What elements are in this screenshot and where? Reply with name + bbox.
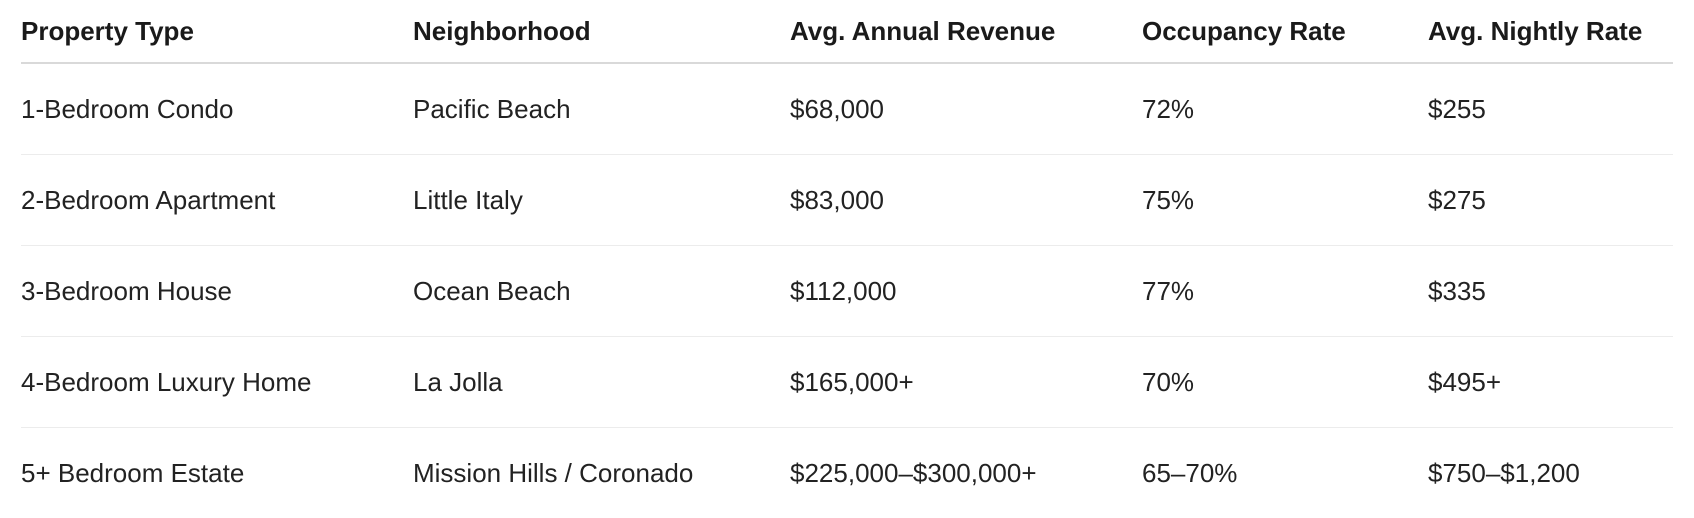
cell-neighborhood: Little Italy bbox=[413, 155, 790, 246]
cell-property-type: 1-Bedroom Condo bbox=[21, 63, 413, 155]
cell-avg-nightly-rate: $495+ bbox=[1428, 337, 1673, 428]
cell-avg-annual-revenue: $83,000 bbox=[790, 155, 1142, 246]
table-row: 5+ Bedroom Estate Mission Hills / Corona… bbox=[21, 428, 1673, 518]
cell-avg-nightly-rate: $255 bbox=[1428, 63, 1673, 155]
header-row: Property Type Neighborhood Avg. Annual R… bbox=[21, 0, 1673, 63]
table-body: 1-Bedroom Condo Pacific Beach $68,000 72… bbox=[21, 63, 1673, 518]
cell-occupancy-rate: 75% bbox=[1142, 155, 1428, 246]
table-header: Property Type Neighborhood Avg. Annual R… bbox=[21, 0, 1673, 63]
cell-neighborhood: Pacific Beach bbox=[413, 63, 790, 155]
cell-avg-annual-revenue: $68,000 bbox=[790, 63, 1142, 155]
cell-avg-nightly-rate: $750–$1,200 bbox=[1428, 428, 1673, 518]
cell-occupancy-rate: 77% bbox=[1142, 246, 1428, 337]
header-avg-annual-revenue: Avg. Annual Revenue bbox=[790, 0, 1142, 63]
rental-data-table: Property Type Neighborhood Avg. Annual R… bbox=[21, 0, 1673, 518]
cell-avg-annual-revenue: $112,000 bbox=[790, 246, 1142, 337]
cell-occupancy-rate: 72% bbox=[1142, 63, 1428, 155]
cell-property-type: 3-Bedroom House bbox=[21, 246, 413, 337]
cell-avg-annual-revenue: $225,000–$300,000+ bbox=[790, 428, 1142, 518]
cell-neighborhood: Mission Hills / Coronado bbox=[413, 428, 790, 518]
cell-avg-nightly-rate: $335 bbox=[1428, 246, 1673, 337]
table-row: 3-Bedroom House Ocean Beach $112,000 77%… bbox=[21, 246, 1673, 337]
cell-avg-nightly-rate: $275 bbox=[1428, 155, 1673, 246]
header-property-type: Property Type bbox=[21, 0, 413, 63]
table-row: 2-Bedroom Apartment Little Italy $83,000… bbox=[21, 155, 1673, 246]
cell-neighborhood: Ocean Beach bbox=[413, 246, 790, 337]
cell-property-type: 2-Bedroom Apartment bbox=[21, 155, 413, 246]
cell-avg-annual-revenue: $165,000+ bbox=[790, 337, 1142, 428]
cell-occupancy-rate: 70% bbox=[1142, 337, 1428, 428]
header-avg-nightly-rate: Avg. Nightly Rate bbox=[1428, 0, 1673, 63]
cell-neighborhood: La Jolla bbox=[413, 337, 790, 428]
cell-property-type: 5+ Bedroom Estate bbox=[21, 428, 413, 518]
header-occupancy-rate: Occupancy Rate bbox=[1142, 0, 1428, 63]
cell-property-type: 4-Bedroom Luxury Home bbox=[21, 337, 413, 428]
rental-data-table-container: Property Type Neighborhood Avg. Annual R… bbox=[21, 0, 1673, 518]
header-neighborhood: Neighborhood bbox=[413, 0, 790, 63]
table-row: 4-Bedroom Luxury Home La Jolla $165,000+… bbox=[21, 337, 1673, 428]
cell-occupancy-rate: 65–70% bbox=[1142, 428, 1428, 518]
table-row: 1-Bedroom Condo Pacific Beach $68,000 72… bbox=[21, 63, 1673, 155]
